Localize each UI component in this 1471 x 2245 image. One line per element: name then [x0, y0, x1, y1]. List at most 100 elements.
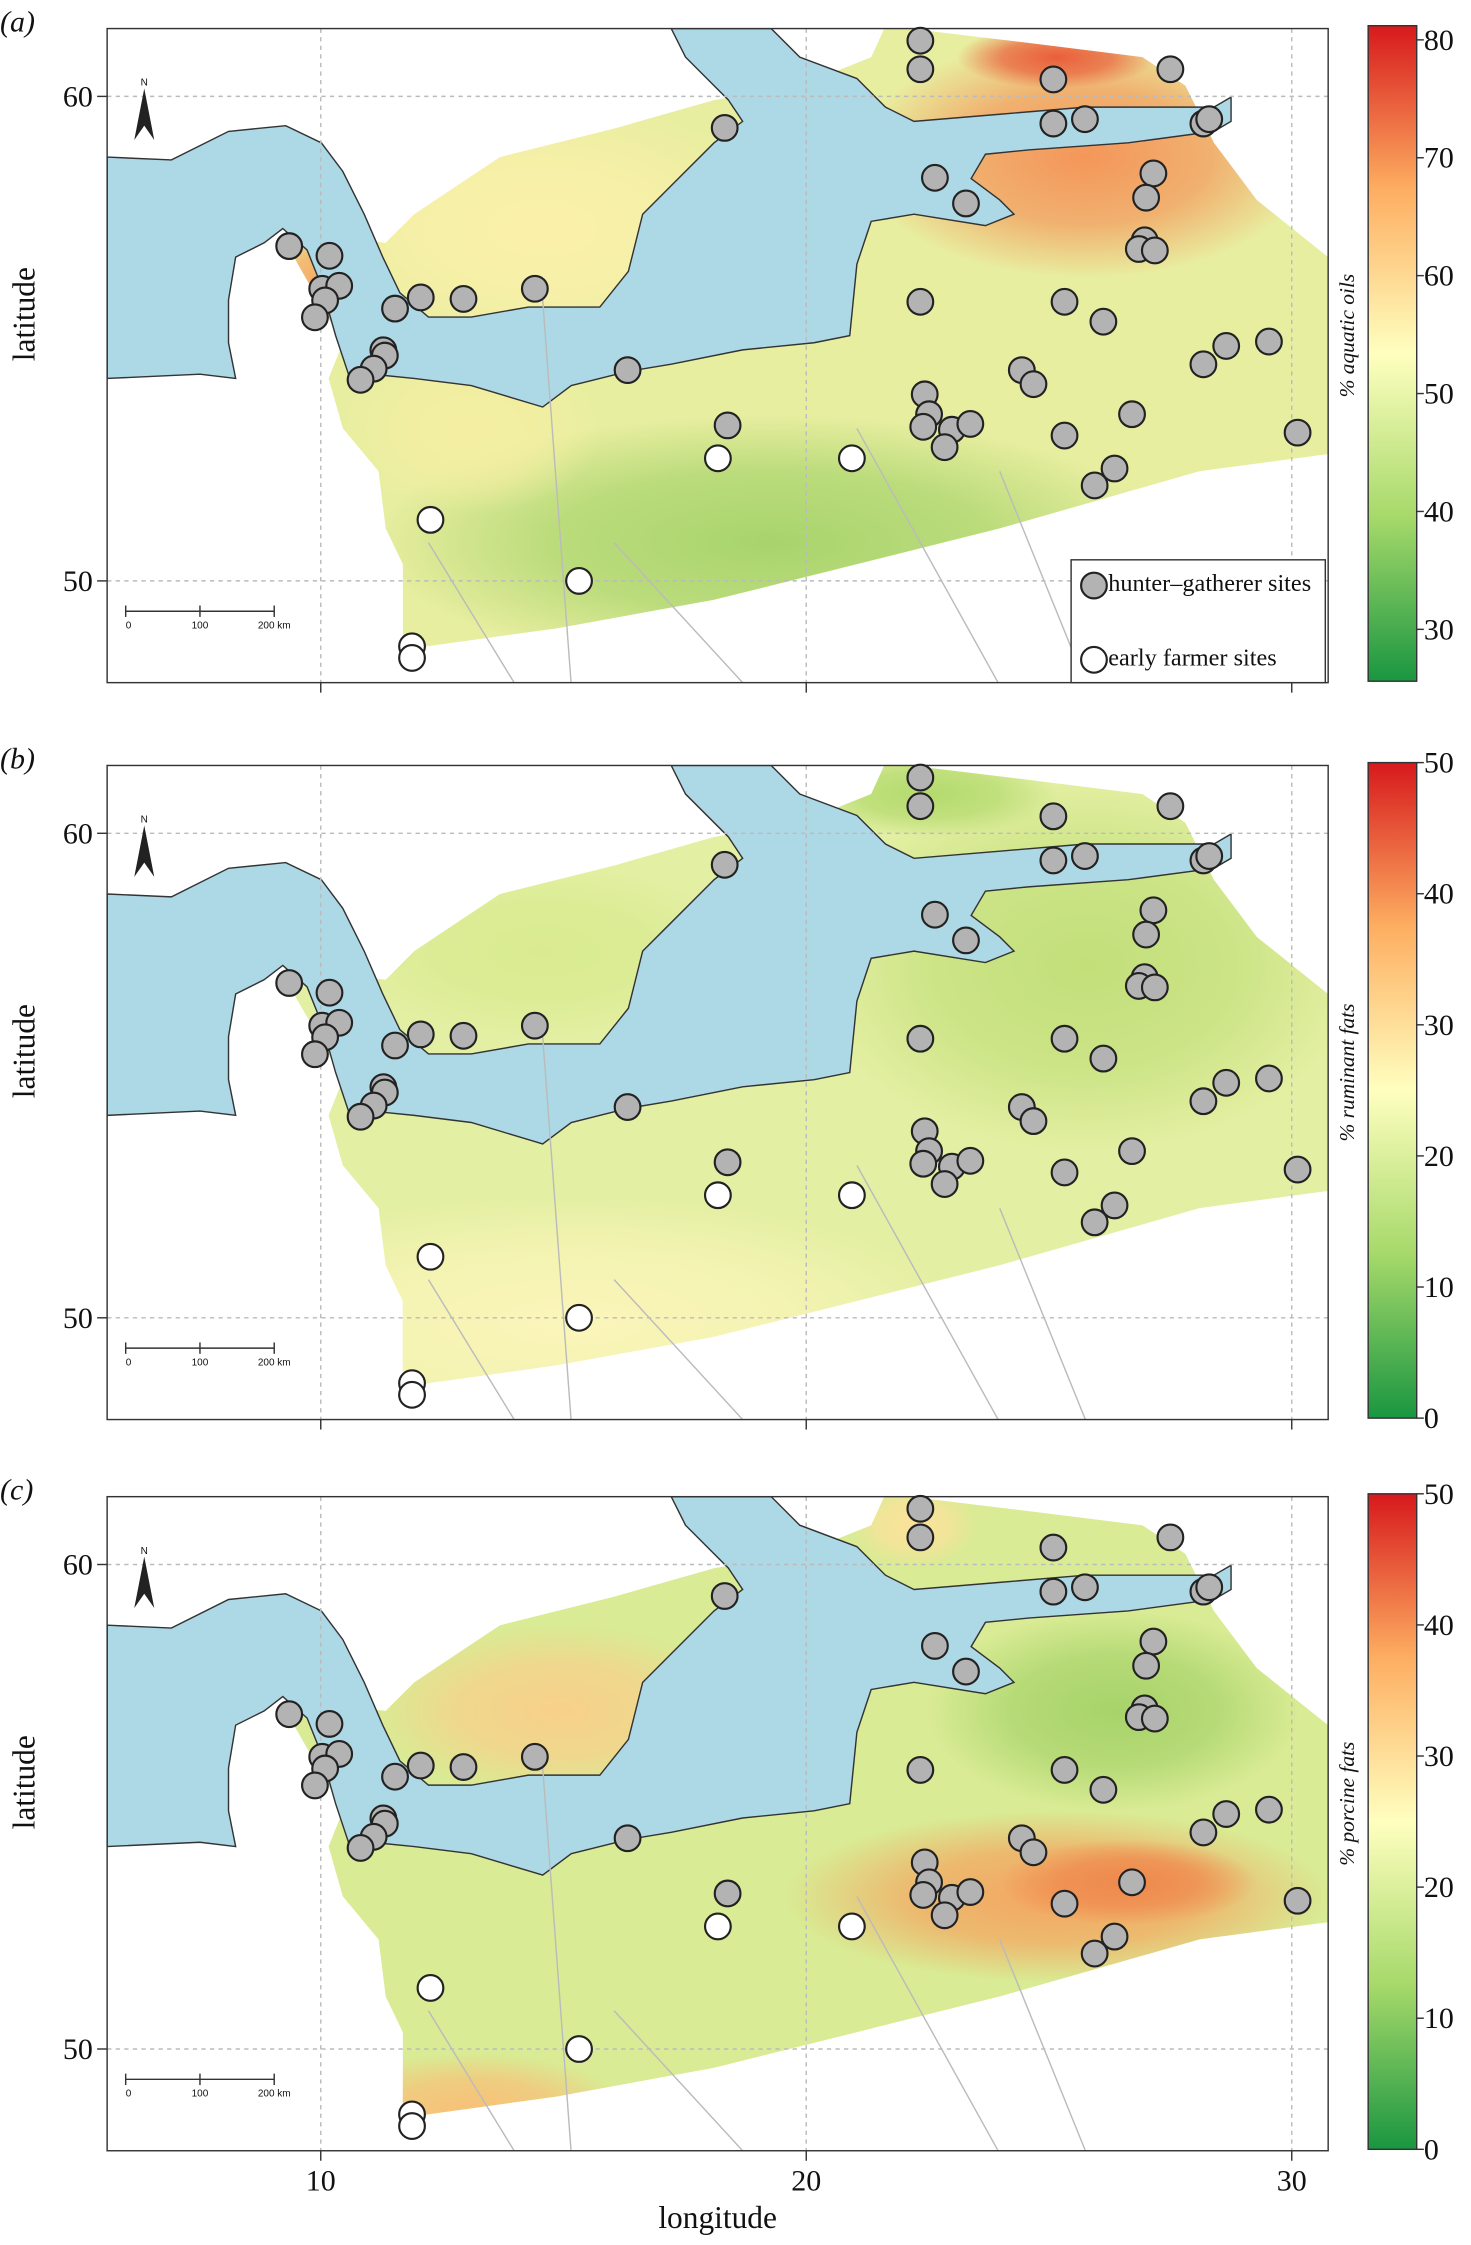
site-point: [909, 412, 938, 441]
site-point: [449, 1021, 478, 1050]
scale-label: 200 km: [258, 2088, 291, 2099]
site-point: [1212, 1800, 1241, 1828]
site-point: [1050, 287, 1079, 316]
site-point: [398, 2112, 426, 2140]
north-arrow: [134, 1556, 155, 1609]
site-point: [406, 283, 435, 312]
site-point: [449, 284, 478, 313]
site-point: [565, 2035, 593, 2063]
site-point: [906, 1494, 935, 1523]
site-point: [952, 926, 980, 955]
y-axis-label: latitude: [6, 1004, 41, 1098]
site-point: [1039, 802, 1068, 831]
site-point: [1255, 1795, 1283, 1824]
north-label: N: [141, 815, 148, 826]
site-point: [837, 1181, 866, 1210]
site-point: [1089, 307, 1118, 336]
colorbar: [1367, 1493, 1418, 2151]
site-point: [1089, 1044, 1118, 1073]
site-point: [300, 1771, 329, 1800]
site-point: [956, 409, 985, 438]
colorbar-tick-label: 0: [1424, 1402, 1439, 1435]
panel-label: (b): [0, 742, 35, 775]
site-point: [1100, 1191, 1129, 1220]
site-point: [1050, 1756, 1079, 1784]
site-point: [1019, 370, 1048, 399]
site-point: [956, 1878, 985, 1906]
site-point: [613, 1824, 642, 1853]
site-point: [381, 294, 409, 323]
colorbar-tick-label: 70: [1424, 142, 1454, 175]
site-point: [1189, 350, 1218, 379]
x-tick-label: 30: [1277, 2165, 1307, 2198]
colorbar-tick-label: 30: [1424, 1740, 1454, 1773]
site-point: [1156, 55, 1185, 84]
site-point: [1132, 1651, 1161, 1680]
site-point: [920, 163, 949, 192]
plot-frame: [106, 1495, 1329, 2152]
site-point: [1255, 327, 1283, 356]
site-point: [906, 26, 935, 55]
border: [856, 1164, 999, 1420]
site-point: [416, 1242, 445, 1271]
site-point: [1132, 920, 1161, 949]
site-point: [1283, 1155, 1312, 1184]
colorbar-label: % porcine fats: [1335, 1742, 1359, 1866]
colorbar-label: % ruminant fats: [1335, 1004, 1359, 1142]
colorbar-label: % aquatic oils: [1335, 274, 1359, 398]
colorbar-tick-label: 80: [1424, 24, 1454, 57]
site-point: [713, 411, 742, 440]
site-point: [565, 566, 593, 595]
site-point: [1118, 1868, 1146, 1897]
scale-label: 0: [126, 1357, 132, 1368]
y-tick-label: 50: [63, 1302, 93, 1335]
site-point: [315, 978, 344, 1007]
site-point: [1019, 1838, 1048, 1867]
colorbar-tick-label: 50: [1424, 378, 1454, 411]
panel-label: (a): [0, 5, 35, 38]
site-point: [920, 900, 949, 929]
site-point: [1050, 1024, 1079, 1053]
site-point: [300, 1040, 329, 1069]
site-point: [920, 1631, 949, 1660]
site-point: [1212, 331, 1241, 360]
site-point: [909, 1881, 938, 1909]
border: [541, 1036, 572, 1420]
border: [427, 542, 515, 683]
site-point: [1071, 842, 1099, 870]
site-point: [1039, 109, 1068, 138]
site-point: [406, 1751, 435, 1780]
colorbar-tick-label: 10: [1424, 2002, 1454, 2035]
site-point: [1195, 842, 1224, 870]
site-point: [1071, 1573, 1099, 1602]
site-point: [710, 113, 739, 142]
border: [613, 1279, 744, 1420]
north-arrow: [134, 825, 155, 877]
border: [427, 2010, 515, 2151]
site-point: [1039, 65, 1068, 94]
y-axis-label: latitude: [6, 1735, 41, 1829]
site-point: [520, 274, 549, 303]
colorbar: [1367, 761, 1418, 1419]
site-point: [275, 232, 304, 261]
site-point: [1195, 1573, 1224, 1602]
scale-label: 200 km: [258, 1357, 291, 1368]
site-point: [406, 1020, 435, 1049]
scale-label: 100: [192, 2088, 209, 2099]
site-point: [956, 1146, 985, 1175]
site-point: [713, 1879, 742, 1908]
site-point: [1080, 1208, 1109, 1237]
plot-frame: [106, 27, 1329, 684]
colorbar: [1367, 24, 1418, 682]
border: [613, 2010, 744, 2151]
colorbar-tick-label: 20: [1424, 1140, 1454, 1173]
y-tick-label: 60: [63, 80, 93, 113]
site-point: [1050, 421, 1079, 450]
panel: 10 20 30 50 60 N 0 100 200 km 0 10 20 30 40 50 % porcin…: [0, 1474, 1454, 2235]
site-point: [275, 1700, 304, 1729]
site-point: [1156, 1523, 1185, 1552]
scale-label: 100: [192, 620, 209, 631]
site-point: [1039, 1533, 1068, 1562]
site-point: [1189, 1087, 1218, 1116]
